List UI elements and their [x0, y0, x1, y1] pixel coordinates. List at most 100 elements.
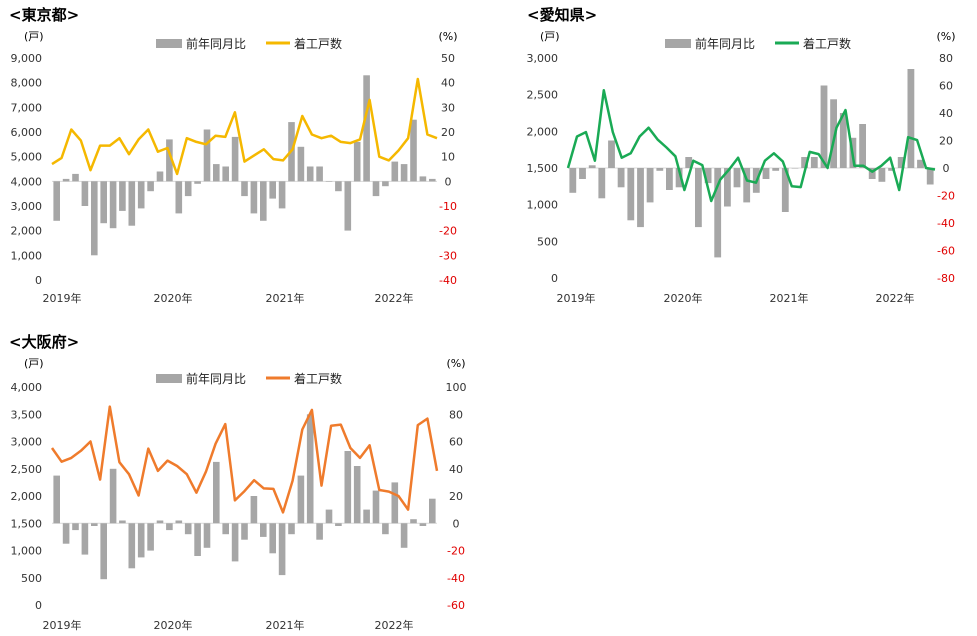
tokyo-bar — [147, 181, 154, 192]
osaka-left-tick: 3,500 — [11, 408, 43, 421]
tokyo-bar — [81, 181, 89, 206]
osaka-bar — [297, 475, 305, 524]
aichi-bar — [762, 168, 770, 179]
osaka-left-tick: 4,000 — [11, 381, 43, 394]
tokyo-bar — [410, 119, 417, 182]
osaka-bar — [213, 461, 220, 524]
aichi-right-tick: 20 — [939, 135, 953, 148]
aichi-bar — [781, 168, 789, 212]
osaka-legend-bar-swatch — [156, 374, 182, 383]
tokyo-x-tick: 2021年 — [266, 291, 305, 305]
tokyo-bar — [156, 171, 164, 182]
aichi-x-tick: 2021年 — [770, 291, 809, 305]
aichi-bar — [598, 168, 606, 199]
aichi-right-tick: -20 — [937, 190, 955, 203]
aichi-bar — [695, 168, 702, 228]
tokyo-bar — [137, 181, 145, 209]
tokyo-bar — [325, 181, 333, 182]
aichi-bar — [637, 168, 644, 228]
osaka-bar — [241, 523, 248, 540]
osaka-bar — [184, 523, 192, 535]
aichi-bar — [666, 168, 673, 190]
aichi-bar — [724, 168, 731, 207]
tokyo-legend-bar-swatch — [156, 39, 182, 48]
aichi-bar — [791, 168, 799, 169]
tokyo-bar — [184, 181, 192, 197]
osaka-left-tick: 1,000 — [11, 545, 43, 558]
osaka-right-tick: 20 — [449, 490, 463, 503]
tokyo-bar — [382, 181, 389, 187]
aichi-bar — [772, 168, 780, 171]
osaka-bar — [72, 523, 79, 531]
osaka-left-tick: 2,000 — [11, 490, 43, 503]
osaka-right-tick: 60 — [449, 436, 463, 449]
tokyo-x-tick: 2020年 — [154, 291, 193, 305]
tokyo-bar — [222, 166, 229, 182]
panel-title-tokyo: <東京都> — [9, 6, 80, 24]
tokyo-bar — [213, 164, 220, 182]
tokyo-bar — [250, 181, 258, 214]
aichi-bar — [926, 168, 934, 185]
aichi-bar — [579, 168, 586, 179]
tokyo-left-tick: 6,000 — [11, 126, 43, 139]
aichi-bar — [878, 168, 886, 182]
tokyo-series-line — [51, 77, 438, 176]
aichi-x-tick: 2022年 — [876, 291, 915, 305]
tokyo-left-tick: 1,000 — [11, 249, 43, 262]
aichi-right-tick: 40 — [939, 107, 953, 120]
tokyo-bar — [391, 161, 399, 182]
osaka-x-tick: 2019年 — [43, 618, 82, 632]
osaka-bar — [231, 523, 239, 562]
aichi-x-tick: 2020年 — [664, 291, 703, 305]
tokyo-legend-line-label: 着工戸数 — [294, 36, 342, 51]
aichi-bar — [897, 157, 905, 168]
osaka-right-tick: -40 — [447, 572, 465, 585]
tokyo-bar — [100, 181, 107, 224]
aichi-left-unit: (戸) — [540, 30, 560, 43]
osaka-legend-line-label: 着工戸数 — [294, 371, 342, 386]
tokyo-right-tick: 20 — [441, 126, 455, 139]
osaka-bar — [81, 523, 89, 555]
tokyo-bar — [278, 181, 286, 209]
osaka-bar — [166, 523, 173, 531]
tokyo-bar — [194, 181, 201, 184]
tokyo-left-tick: 4,000 — [11, 175, 43, 188]
tokyo-left-tick: 8,000 — [11, 77, 43, 90]
osaka-bar — [175, 520, 183, 524]
aichi-right-tick: -40 — [937, 217, 955, 230]
osaka-bar — [194, 523, 201, 556]
tokyo-left-tick: 7,000 — [11, 101, 43, 114]
tokyo-right-tick: -30 — [439, 249, 457, 262]
aichi-bar — [617, 168, 625, 188]
tokyo-bar — [260, 181, 267, 221]
osaka-bar — [222, 523, 229, 535]
aichi-left-tick: 1,500 — [527, 162, 559, 175]
osaka-left-tick: 500 — [21, 572, 42, 585]
aichi-bar — [810, 157, 818, 168]
aichi-bar — [888, 168, 895, 171]
osaka-bar — [100, 523, 107, 580]
aichi-left-tick: 2,000 — [527, 125, 559, 138]
tokyo-right-tick: -10 — [439, 200, 457, 213]
tokyo-bar — [119, 181, 126, 211]
tokyo-x-tick: 2022年 — [375, 291, 414, 305]
panel-title-osaka: <大阪府> — [9, 333, 80, 351]
osaka-right-tick: 80 — [449, 408, 463, 421]
osaka-left-tick: 2,500 — [11, 463, 43, 476]
osaka-bar — [137, 523, 145, 558]
osaka-right-tick: -20 — [447, 545, 465, 558]
tokyo-left-tick: 5,000 — [11, 151, 43, 164]
aichi-right-unit: (%) — [936, 30, 955, 43]
osaka-bar — [119, 520, 126, 524]
osaka-bar — [316, 523, 323, 540]
osaka-bar — [288, 523, 295, 535]
tokyo-left-tick: 9,000 — [11, 52, 43, 65]
osaka-bar — [429, 498, 436, 524]
panel-title-aichi: <愛知県> — [527, 6, 598, 24]
tokyo-bar — [306, 166, 314, 182]
aichi-legend-bar-label: 前年同月比 — [695, 36, 755, 51]
tokyo-bar — [269, 181, 276, 199]
aichi-bar — [743, 168, 751, 203]
aichi-bar — [820, 85, 828, 168]
osaka-bar — [203, 523, 211, 548]
